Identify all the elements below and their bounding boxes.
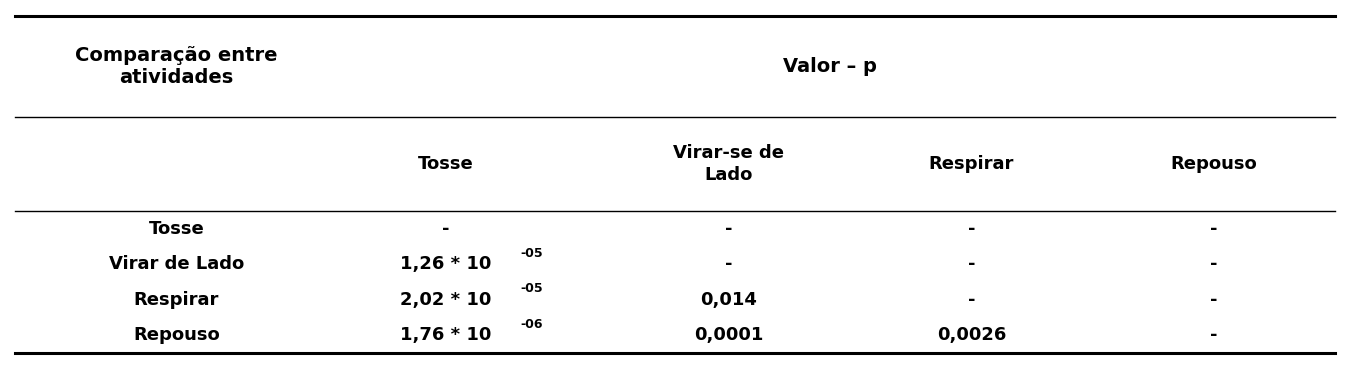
Text: -: - — [968, 255, 975, 273]
Text: 1,76 * 10: 1,76 * 10 — [401, 326, 491, 344]
Text: -05: -05 — [520, 283, 543, 295]
Text: Repouso: Repouso — [134, 326, 220, 344]
Text: -: - — [1210, 291, 1218, 309]
Text: -: - — [968, 220, 975, 238]
Text: 0,0026: 0,0026 — [937, 326, 1006, 344]
Text: -: - — [1210, 255, 1218, 273]
Text: 2,02 * 10: 2,02 * 10 — [401, 291, 491, 309]
Text: Virar de Lado: Virar de Lado — [109, 255, 244, 273]
Text: Tosse: Tosse — [418, 155, 474, 173]
Text: -: - — [968, 291, 975, 309]
Text: 1,26 * 10: 1,26 * 10 — [401, 255, 491, 273]
Text: Virar-se de
Lado: Virar-se de Lado — [674, 144, 784, 184]
Text: Valor – p: Valor – p — [783, 57, 878, 76]
Text: Comparação entre
atividades: Comparação entre atividades — [76, 46, 278, 87]
Text: -06: -06 — [520, 318, 543, 331]
Text: 0,0001: 0,0001 — [694, 326, 764, 344]
Text: Respirar: Respirar — [929, 155, 1014, 173]
Text: -: - — [1210, 326, 1218, 344]
Text: -: - — [725, 220, 733, 238]
Text: -: - — [1210, 220, 1218, 238]
Text: 0,014: 0,014 — [701, 291, 757, 309]
Text: Respirar: Respirar — [134, 291, 219, 309]
Text: Repouso: Repouso — [1170, 155, 1257, 173]
Text: -: - — [725, 255, 733, 273]
Text: -05: -05 — [520, 247, 543, 260]
Text: -: - — [443, 220, 450, 238]
Text: Tosse: Tosse — [148, 220, 204, 238]
